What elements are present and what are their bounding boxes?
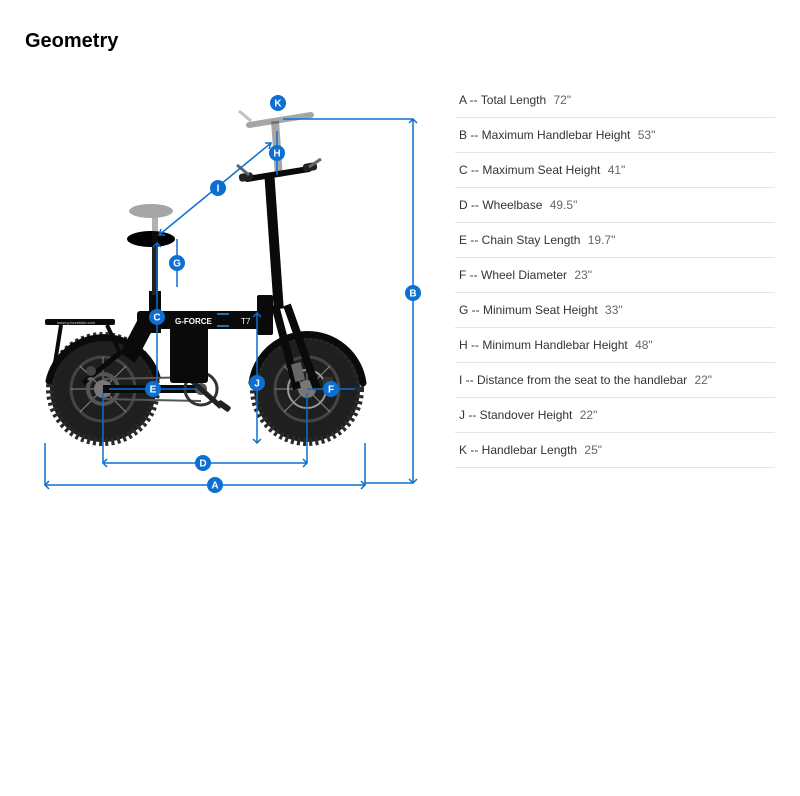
seat-assembly [127,204,175,295]
spec-value: 19.7" [584,233,615,247]
dim-label-text: G [173,259,181,270]
dim-label-text: K [274,99,282,110]
spec-row: F -- Wheel Diameter 23" [455,258,775,293]
dim-label-text: E [150,385,157,396]
spec-list: A -- Total Length 72"B -- Maximum Handle… [455,63,775,503]
spec-label: H -- Minimum Handlebar Height [459,338,628,352]
url-text: www.g-forcebike.com [57,320,96,325]
spec-row: G -- Minimum Seat Height 33" [455,293,775,328]
spec-label: G -- Minimum Seat Height [459,303,598,317]
spec-row: J -- Standover Height 22" [455,398,775,433]
spec-row: A -- Total Length 72" [455,83,775,118]
spec-value: 48" [632,338,653,352]
dim-label-text: D [199,459,206,470]
spec-row: E -- Chain Stay Length 19.7" [455,223,775,258]
spec-label: I -- Distance from the seat to the handl… [459,373,687,387]
dim-label-text: J [254,379,260,390]
handlebar-extended [239,111,311,125]
spec-value: 49.5" [546,198,577,212]
spec-value: 22" [691,373,712,387]
spec-label: D -- Wheelbase [459,198,542,212]
spec-value: 25" [581,443,602,457]
model-text: T7 [241,317,251,326]
spec-value: 72" [550,93,571,107]
page-title: Geometry [25,30,775,53]
spec-label: K -- Handlebar Length [459,443,577,457]
dim-label-text: B [409,289,416,300]
spec-row: C -- Maximum Seat Height 41" [455,153,775,188]
spec-label: F -- Wheel Diameter [459,268,567,282]
dim-label-text: H [273,149,280,160]
spec-value: 23" [571,268,592,282]
brand-text: G-FORCE [175,317,213,326]
spec-value: 22" [576,408,597,422]
spec-row: I -- Distance from the seat to the handl… [455,363,775,398]
spec-label: E -- Chain Stay Length [459,233,580,247]
geometry-diagram: G-FORCE T7 www.g-forcebike.com [25,63,425,503]
diagram-column: G-FORCE T7 www.g-forcebike.com [25,63,425,503]
dim-label-text: A [211,481,218,492]
spec-row: D -- Wheelbase 49.5" [455,188,775,223]
spec-label: A -- Total Length [459,93,546,107]
spec-value: 41" [604,163,625,177]
spec-value: 33" [602,303,623,317]
spec-label: B -- Maximum Handlebar Height [459,128,630,142]
spec-row: H -- Minimum Handlebar Height 48" [455,328,775,363]
dim-label-text: F [328,385,334,396]
spec-row: B -- Maximum Handlebar Height 53" [455,118,775,153]
dim-label-text: I [217,184,220,195]
spec-label: C -- Maximum Seat Height [459,163,600,177]
spec-label: J -- Standover Height [459,408,572,422]
spec-row: K -- Handlebar Length 25" [455,433,775,468]
main-layout: G-FORCE T7 www.g-forcebike.com [25,63,775,503]
dim-label-text: C [153,313,160,324]
spec-value: 53" [634,128,655,142]
